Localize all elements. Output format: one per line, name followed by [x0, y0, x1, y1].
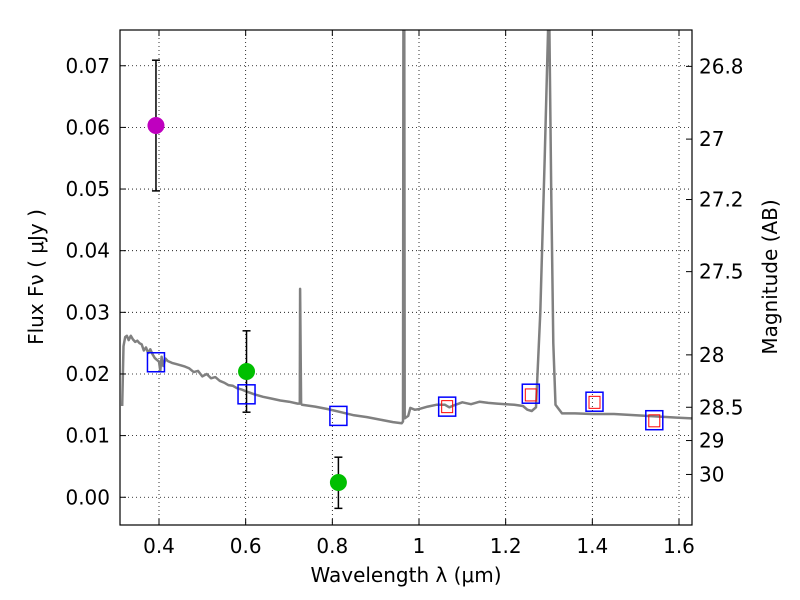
x-tick-label: 1.4 [576, 534, 608, 558]
x-tick-label: 0.6 [230, 534, 262, 558]
data-point-circle [329, 473, 347, 491]
grid-layer [120, 30, 692, 525]
model-photometry-square [645, 409, 664, 431]
model-photometry-square [146, 352, 166, 373]
x-tick-label: 1 [413, 534, 426, 558]
model-photometry-small-square [648, 414, 661, 428]
y-tick-label: 0.05 [65, 177, 110, 201]
x-tick-label: 0.8 [316, 534, 348, 558]
axes-frame [119, 29, 693, 526]
data-point-circle [147, 117, 165, 135]
axes: 0.4 0.6 0.8 1 1.2 1.4 1.6 0.00 0.01 0.02 0.03 0.04 0… [65, 29, 744, 558]
y-tick-label: 0.03 [65, 300, 110, 324]
plot-area [120, 30, 692, 510]
y-axis-title: Flux Fν ( μJy ) [24, 209, 48, 345]
model-photometry-square [329, 405, 348, 427]
x-tick-label: 1.6 [663, 534, 695, 558]
y2-tick-label: 29 [699, 429, 724, 453]
y2-axis-title: Magnitude (AB) [758, 199, 782, 354]
model-photometry-square [437, 396, 457, 417]
model-photometry-small-square [524, 388, 537, 402]
y2-tick-label: 27.5 [699, 260, 744, 284]
y2-tick-label: 28.5 [699, 395, 744, 419]
y2-tick-label: 27.2 [699, 188, 744, 212]
data-point-circle [238, 363, 256, 381]
x-tick-label: 0.4 [143, 534, 175, 558]
y2-tick-label: 30 [699, 462, 724, 486]
y-tick-label: 0.07 [65, 54, 110, 78]
y-tick-label: 0.04 [65, 239, 110, 263]
x-tick-label: 1.2 [490, 534, 522, 558]
model-photometry-small-square [441, 400, 454, 414]
y-tick-label: 0.00 [65, 485, 110, 509]
model-photometry-square [237, 384, 256, 405]
model-spectrum-line [120, 30, 692, 425]
y-tick-label: 0.06 [65, 115, 110, 139]
y2-tick-label: 28 [699, 343, 724, 367]
model-photometry-square [521, 383, 541, 404]
y2-tick-label: 27 [699, 127, 724, 151]
x-axis-title: Wavelength λ (μm) [310, 563, 501, 587]
model-photometry-square [585, 391, 604, 412]
y-tick-label: 0.01 [65, 424, 110, 448]
y2-tick-label: 26.8 [699, 54, 744, 78]
model-photometry-small-square [588, 395, 601, 409]
y-tick-label: 0.02 [65, 362, 110, 386]
